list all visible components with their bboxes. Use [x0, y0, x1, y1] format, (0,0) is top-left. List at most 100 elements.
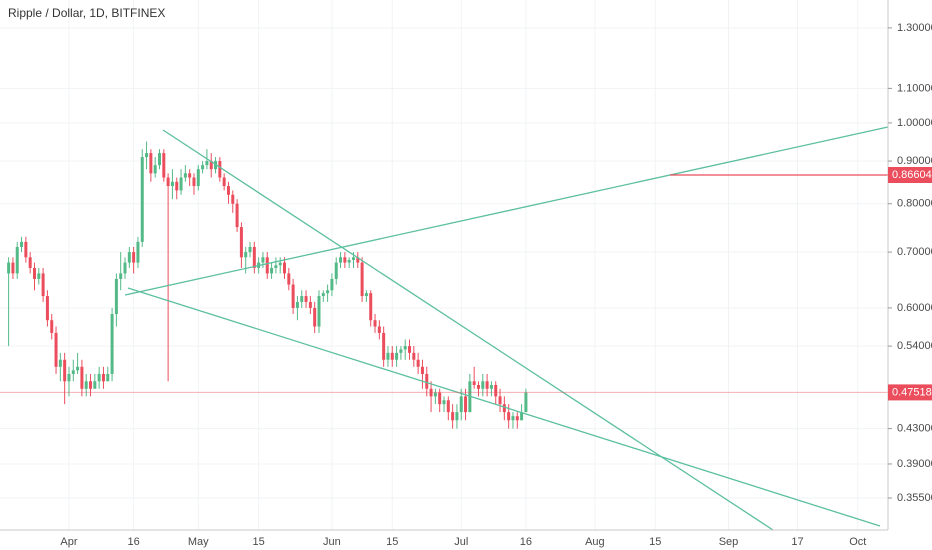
candle-body: [373, 320, 377, 327]
candle-body: [317, 296, 321, 327]
candle-body: [520, 412, 524, 421]
candle-body: [106, 373, 110, 382]
x-tick-label: Sep: [719, 536, 739, 548]
candle-body: [192, 177, 196, 187]
candle-body: [395, 352, 399, 360]
candle-body: [360, 262, 364, 297]
candle-body: [58, 359, 62, 367]
candle-body: [369, 293, 373, 321]
candle-body: [464, 396, 468, 413]
x-tick-label: Aug: [585, 536, 605, 548]
candle-body: [123, 262, 127, 274]
x-tick-label: 15: [649, 536, 661, 548]
candle-body: [76, 366, 80, 371]
candle-body: [412, 352, 416, 360]
candle-body: [339, 257, 343, 263]
candle-body: [265, 257, 269, 274]
candle-body: [330, 278, 334, 291]
overlay: [0, 174, 888, 393]
candle-body: [291, 284, 295, 308]
candle-body: [205, 161, 209, 166]
candle-body: [321, 293, 325, 297]
candle-body: [295, 301, 299, 308]
candle-body: [485, 381, 489, 389]
candle-body: [244, 252, 248, 258]
x-tick-label: 17: [791, 536, 803, 548]
candle-body: [476, 385, 480, 389]
candle-body: [231, 194, 235, 204]
candle-body: [54, 332, 58, 367]
x-tick-label: May: [188, 536, 209, 548]
candle-body: [451, 412, 455, 421]
candle-body: [287, 273, 291, 285]
candle-body: [300, 296, 304, 302]
candle-body: [114, 278, 118, 315]
candle-body: [20, 241, 24, 247]
x-tick-label: 15: [386, 536, 398, 548]
candle-body: [41, 273, 45, 297]
candle-body: [481, 381, 485, 389]
x-tick-label: Oct: [849, 536, 866, 548]
candle-body: [196, 169, 200, 187]
candle-body: [166, 177, 170, 187]
x-tick-label: Apr: [60, 536, 77, 548]
candle-body: [308, 301, 312, 308]
candle-body: [347, 259, 351, 263]
candle-body: [15, 246, 19, 274]
candle-body: [334, 262, 338, 279]
candle-body: [507, 412, 511, 421]
candle-body: [101, 373, 105, 382]
candle-body: [270, 267, 274, 274]
chart-title: Ripple / Dollar, 1D, BITFINEX: [8, 6, 165, 20]
alert-label: 0.86604: [892, 169, 932, 181]
candle-body: [304, 296, 308, 302]
candle-body: [416, 359, 420, 367]
candle-body: [32, 267, 36, 279]
candle-body: [136, 241, 140, 263]
candle-body: [472, 381, 476, 386]
candle-body: [498, 396, 502, 405]
candle-body: [50, 320, 54, 333]
candle-body: [386, 352, 390, 360]
x-tick-label: 16: [128, 536, 140, 548]
candle-body: [132, 252, 136, 263]
candle-body: [524, 392, 528, 413]
candle-body: [425, 373, 429, 389]
x-tick-label: 15: [253, 536, 265, 548]
candle-body: [80, 366, 84, 389]
y-tick-label: 1.10000: [897, 82, 932, 94]
candle-body: [446, 400, 450, 413]
candle-body: [455, 412, 459, 421]
candle-body: [511, 416, 515, 421]
candle-body: [356, 257, 360, 263]
candle-body: [278, 262, 282, 266]
candle-body: [442, 400, 446, 405]
candle-body: [343, 257, 347, 263]
candle-body: [252, 246, 256, 268]
candle-body: [188, 173, 192, 178]
last-price-label: 0.47518: [892, 386, 932, 398]
candle-body: [459, 396, 463, 413]
x-tick-label: Jun: [323, 536, 341, 548]
candle-body: [93, 381, 97, 389]
x-tick-label: 16: [520, 536, 532, 548]
candle-body: [235, 203, 239, 228]
candle-body: [351, 257, 355, 260]
candle-body: [283, 262, 287, 274]
candle-body: [201, 165, 205, 170]
candle-body: [326, 290, 330, 294]
candle-body: [377, 326, 381, 333]
candle-body: [239, 227, 243, 258]
candle-body: [170, 181, 174, 187]
y-tick-label: 1.30000: [897, 22, 932, 34]
candle-body: [97, 373, 101, 382]
candle-body: [84, 381, 88, 389]
candle-body: [382, 332, 386, 360]
candle-body: [222, 177, 226, 187]
candle-body: [45, 296, 49, 321]
